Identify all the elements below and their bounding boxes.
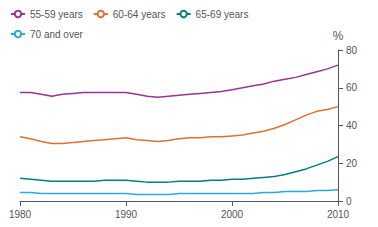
svg-text:40: 40 [346,120,358,131]
svg-text:60: 60 [346,82,358,93]
svg-text:60-64 years: 60-64 years [113,9,166,20]
svg-text:2010: 2010 [327,209,350,220]
svg-text:0: 0 [346,196,352,207]
svg-text:65-69 years: 65-69 years [196,9,249,20]
svg-text:%: % [333,29,344,43]
svg-text:20: 20 [346,158,358,169]
svg-text:1980: 1980 [9,209,32,220]
svg-text:55-59 years: 55-59 years [30,9,83,20]
svg-text:2000: 2000 [221,209,244,220]
svg-text:80: 80 [346,45,358,56]
svg-text:1990: 1990 [115,209,138,220]
svg-text:70 and over: 70 and over [30,29,83,40]
